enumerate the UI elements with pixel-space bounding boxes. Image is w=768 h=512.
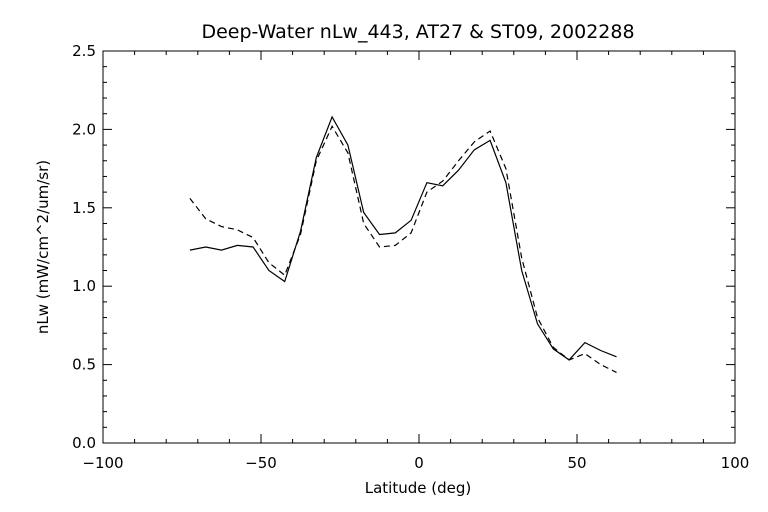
x-axis-label: Latitude (deg)	[365, 479, 471, 497]
series-layer	[189, 115, 617, 373]
chart-title: Deep-Water nLw_443, AT27 & ST09, 2002288	[201, 21, 634, 43]
y-tick-label: 2.0	[72, 120, 96, 138]
y-tick-label: 2.5	[72, 42, 96, 60]
x-tick-labels: −100 −50 0 50 100	[82, 454, 749, 472]
x-tick-label: 50	[567, 454, 586, 472]
y-tick-label: 1.5	[72, 199, 96, 217]
y-tick-label: 0.5	[72, 356, 96, 374]
plot-frame	[102, 50, 736, 444]
x-tick-label: −50	[245, 454, 277, 472]
x-tick-label: 100	[721, 454, 750, 472]
y-axis-label: nLw (mW/cm^2/um/sr)	[34, 160, 52, 334]
y-tick-label: 0.0	[72, 434, 96, 452]
solid-series-line	[189, 115, 617, 361]
x-tick-label: 0	[414, 454, 424, 472]
x-tick-label: −100	[82, 454, 123, 472]
axis-ticks	[102, 50, 736, 444]
y-tick-label: 1.0	[72, 277, 96, 295]
dashed-series-line	[189, 125, 617, 373]
y-tick-labels: 0.0 0.5 1.0 1.5 2.0 2.5	[72, 42, 96, 452]
